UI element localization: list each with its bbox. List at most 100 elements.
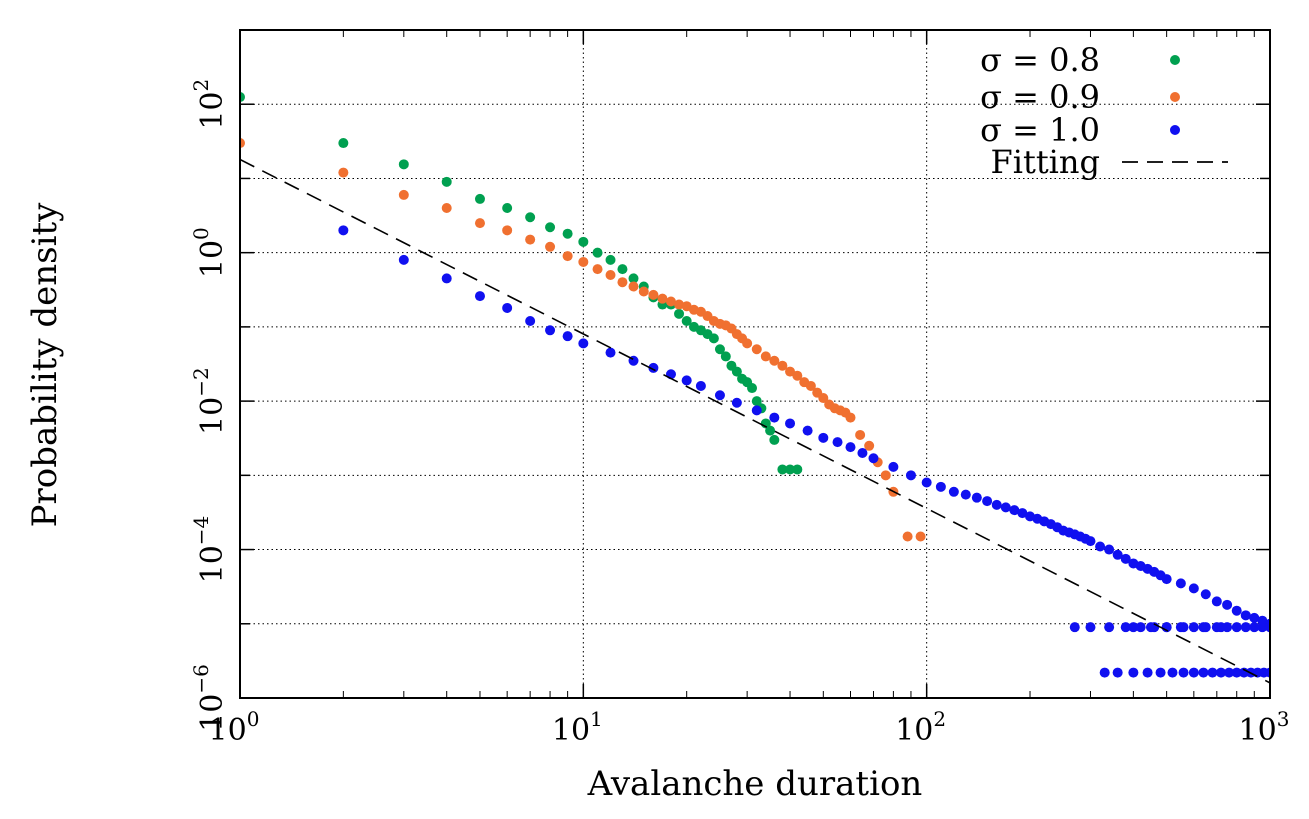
- data-point: [441, 176, 452, 187]
- x-tick-label: 102: [895, 707, 946, 748]
- series-2: [338, 225, 1270, 678]
- data-point: [562, 331, 573, 342]
- y-tick-label: 10−6: [189, 664, 230, 732]
- series-0: [240, 92, 803, 475]
- data-point: [605, 270, 616, 281]
- y-tick-label: 102: [189, 79, 230, 130]
- data-point: [1085, 536, 1096, 547]
- x-tick-label: 100: [209, 707, 260, 748]
- data-point: [785, 418, 796, 429]
- data-point: [1188, 622, 1199, 633]
- data-point: [1175, 578, 1186, 589]
- data-point: [1155, 667, 1166, 678]
- data-point: [845, 412, 856, 423]
- data-point: [731, 397, 742, 408]
- data-point: [338, 225, 349, 236]
- x-tick-label: 103: [1239, 707, 1290, 748]
- data-point: [1222, 599, 1233, 610]
- data-point: [240, 138, 245, 149]
- y-axis-title: Probability density: [25, 202, 65, 527]
- data-point: [902, 531, 913, 542]
- data-point: [1104, 544, 1115, 555]
- data-point: [338, 138, 349, 149]
- data-point: [648, 362, 659, 373]
- data-point: [398, 159, 409, 170]
- grid: [240, 30, 1270, 698]
- data-point: [1112, 549, 1123, 560]
- data-point: [1120, 553, 1131, 564]
- data-point: [1000, 502, 1011, 513]
- data-point: [855, 429, 866, 440]
- data-point: [681, 375, 692, 386]
- data-point: [1231, 667, 1242, 678]
- data-point: [1142, 667, 1153, 678]
- data-point: [982, 496, 993, 507]
- data-point: [1249, 612, 1260, 623]
- data-point: [1104, 622, 1115, 633]
- data-point: [1128, 667, 1139, 678]
- data-point: [714, 344, 725, 355]
- data-point: [338, 167, 349, 178]
- data-point: [398, 254, 409, 265]
- data-point: [1240, 622, 1251, 633]
- data-point: [674, 299, 685, 310]
- data-point: [1112, 667, 1123, 678]
- data-point: [1231, 622, 1242, 633]
- data-point: [474, 291, 485, 302]
- data-point: [592, 264, 603, 275]
- y-tick-label: 10−2: [189, 367, 230, 435]
- data-point: [628, 273, 639, 284]
- data-point: [805, 380, 816, 391]
- tick-labels: 100 101 102 103 10−6 10−4 10−2 100 102: [189, 79, 1289, 748]
- data-point: [960, 489, 971, 500]
- data-point: [708, 333, 719, 344]
- data-point: [1249, 622, 1260, 633]
- data-point: [474, 218, 485, 229]
- data-point: [818, 432, 829, 443]
- data-point: [921, 477, 932, 488]
- data-point: [971, 492, 982, 503]
- data-point: [545, 325, 556, 336]
- series-1: [240, 138, 926, 542]
- plot-area: [240, 92, 1270, 684]
- data-point: [792, 370, 803, 381]
- data-point: [777, 360, 788, 371]
- data-point: [240, 92, 245, 103]
- data-point: [785, 366, 796, 377]
- data-point: [751, 405, 762, 416]
- data-point: [765, 425, 776, 436]
- data-point: [398, 189, 409, 200]
- data-point: [628, 281, 639, 292]
- data-point: [1017, 508, 1028, 519]
- data-point: [948, 486, 959, 497]
- legend-label: σ = 1.0: [980, 111, 1100, 149]
- data-point: [1198, 667, 1209, 678]
- data-point: [845, 442, 856, 453]
- data-point: [441, 273, 452, 284]
- y-tick-label: 10−4: [189, 516, 230, 584]
- data-point: [751, 344, 762, 355]
- x-axis-title: Avalanche duration: [587, 764, 923, 804]
- data-point: [617, 277, 628, 288]
- data-point: [1135, 622, 1146, 633]
- data-point: [525, 234, 536, 245]
- data-point: [695, 380, 706, 391]
- data-point: [502, 202, 513, 213]
- data-point: [868, 453, 879, 464]
- data-point: [731, 366, 742, 377]
- data-point: [545, 222, 556, 233]
- data-point: [605, 254, 616, 265]
- data-point: [525, 212, 536, 223]
- series-layer: [240, 92, 1270, 684]
- data-point: [441, 202, 452, 213]
- data-point: [857, 447, 868, 458]
- data-point: [1167, 667, 1178, 678]
- data-point: [818, 393, 829, 404]
- data-point: [665, 296, 676, 307]
- legend-marker: [1170, 55, 1180, 65]
- data-point: [742, 338, 753, 349]
- data-point: [832, 437, 843, 448]
- data-point: [674, 308, 685, 319]
- data-point: [562, 228, 573, 239]
